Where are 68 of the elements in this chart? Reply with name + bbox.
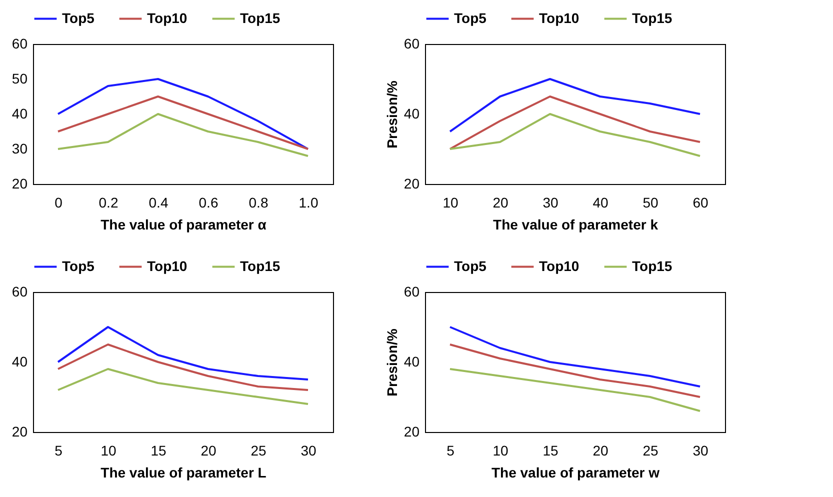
x-tick-label: 10 [100,442,116,458]
x-tick-label: 20 [200,442,216,458]
line-series [449,113,701,157]
legend-label: Top10 [147,10,188,26]
y-tick-label: 60 [404,36,420,52]
line-series [57,113,309,157]
line-series [449,368,701,412]
y-tick-label: 30 [12,140,28,156]
x-tick-label: 60 [692,194,708,210]
x-axis-title: The value of parameter k [493,216,658,232]
x-tick-label: 0.8 [248,194,268,210]
x-tick-label: 40 [592,194,608,210]
x-axis-title: The value of parameter w [491,464,660,480]
x-axis-title: The value of parameter L [100,464,267,480]
line-series [449,96,701,150]
legend-label: Top5 [454,10,487,26]
x-tick-label: 30 [692,442,708,458]
y-tick-label: 60 [12,36,28,52]
y-tick-label: 50 [12,70,28,86]
legend-label: Top15 [240,258,280,274]
y-tick-label: 20 [12,176,28,192]
legend-label: Top15 [632,10,672,26]
x-tick-label: 10 [442,194,458,210]
line-series [449,78,701,132]
line-series [57,96,309,150]
x-tick-label: 50 [642,194,658,210]
x-tick-label: 0 [54,194,63,210]
x-tick-label: 0.2 [98,194,118,210]
y-tick-label: 40 [404,354,420,370]
x-tick-label: 10 [492,442,508,458]
x-tick-label: 15 [150,442,166,458]
y-tick-label: 20 [12,424,28,440]
x-tick-label: 0.6 [198,194,218,210]
y-tick-label: 40 [12,354,28,370]
y-tick-label: 40 [12,106,28,122]
x-tick-label: 5 [446,442,455,458]
x-tick-label: 30 [542,194,558,210]
y-axis-title: Presion/% [384,328,400,396]
line-series [57,78,309,150]
x-tick-label: 20 [492,194,508,210]
line-series [57,326,309,380]
x-tick-label: 25 [642,442,658,458]
x-tick-label: 15 [542,442,558,458]
line-series [449,326,701,388]
legend-label: Top5 [62,258,95,274]
y-tick-label: 60 [404,284,420,300]
legend-label: Top5 [454,258,487,274]
legend-label: Top10 [147,258,188,274]
y-tick-label: 20 [404,424,420,440]
legend-label: Top5 [62,10,95,26]
line-series [57,344,309,391]
x-tick-label: 25 [250,442,266,458]
y-axis-title: Presion/% [384,80,400,148]
x-tick-label: 5 [54,442,63,458]
x-tick-label: 30 [300,442,316,458]
legend-label: Top10 [539,10,580,26]
x-tick-label: 0.4 [148,194,168,210]
legend-label: Top15 [632,258,672,274]
x-tick-label: 1.0 [298,194,318,210]
x-axis-title: The value of parameter α [100,216,267,232]
y-tick-label: 60 [12,284,28,300]
legend-label: Top15 [240,10,280,26]
y-tick-label: 40 [404,106,420,122]
line-series [57,368,309,405]
legend-label: Top10 [539,258,580,274]
y-tick-label: 20 [404,176,420,192]
x-tick-label: 20 [592,442,608,458]
line-series [449,344,701,398]
